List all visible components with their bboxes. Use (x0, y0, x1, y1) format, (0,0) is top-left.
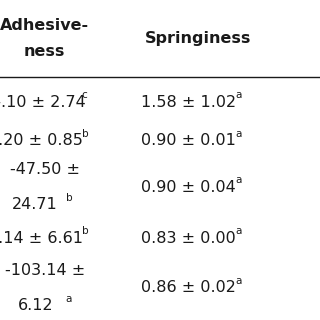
Text: -47.50 ±: -47.50 ± (10, 162, 80, 177)
Text: c: c (82, 90, 87, 100)
Text: a: a (235, 175, 242, 185)
Text: a: a (235, 129, 242, 139)
Text: —.10 ± 2.74: —.10 ± 2.74 (0, 95, 85, 110)
Text: Springiness: Springiness (145, 31, 252, 46)
Text: ness: ness (24, 44, 66, 59)
Text: 1.58 ± 1.02: 1.58 ± 1.02 (141, 95, 236, 110)
Text: b: b (82, 129, 88, 139)
Text: -103.14 ±: -103.14 ± (5, 263, 85, 278)
Text: Adhesive-: Adhesive- (0, 18, 89, 33)
Text: a: a (235, 90, 242, 100)
Text: 4.20 ± 0.85: 4.20 ± 0.85 (0, 133, 83, 148)
Text: a: a (235, 226, 242, 236)
Text: a: a (66, 293, 72, 304)
Text: b: b (82, 226, 88, 236)
Text: 0.90 ± 0.01: 0.90 ± 0.01 (141, 133, 236, 148)
Text: b: b (66, 193, 72, 203)
Text: 6.12: 6.12 (17, 298, 53, 313)
Text: a: a (235, 276, 242, 286)
Text: 0.83 ± 0.00: 0.83 ± 0.00 (141, 231, 236, 246)
Text: 24.71: 24.71 (12, 197, 58, 212)
Text: 4.14 ± 6.61: 4.14 ± 6.61 (0, 231, 83, 246)
Text: 0.90 ± 0.04: 0.90 ± 0.04 (141, 180, 236, 195)
Text: 0.86 ± 0.02: 0.86 ± 0.02 (141, 281, 236, 295)
